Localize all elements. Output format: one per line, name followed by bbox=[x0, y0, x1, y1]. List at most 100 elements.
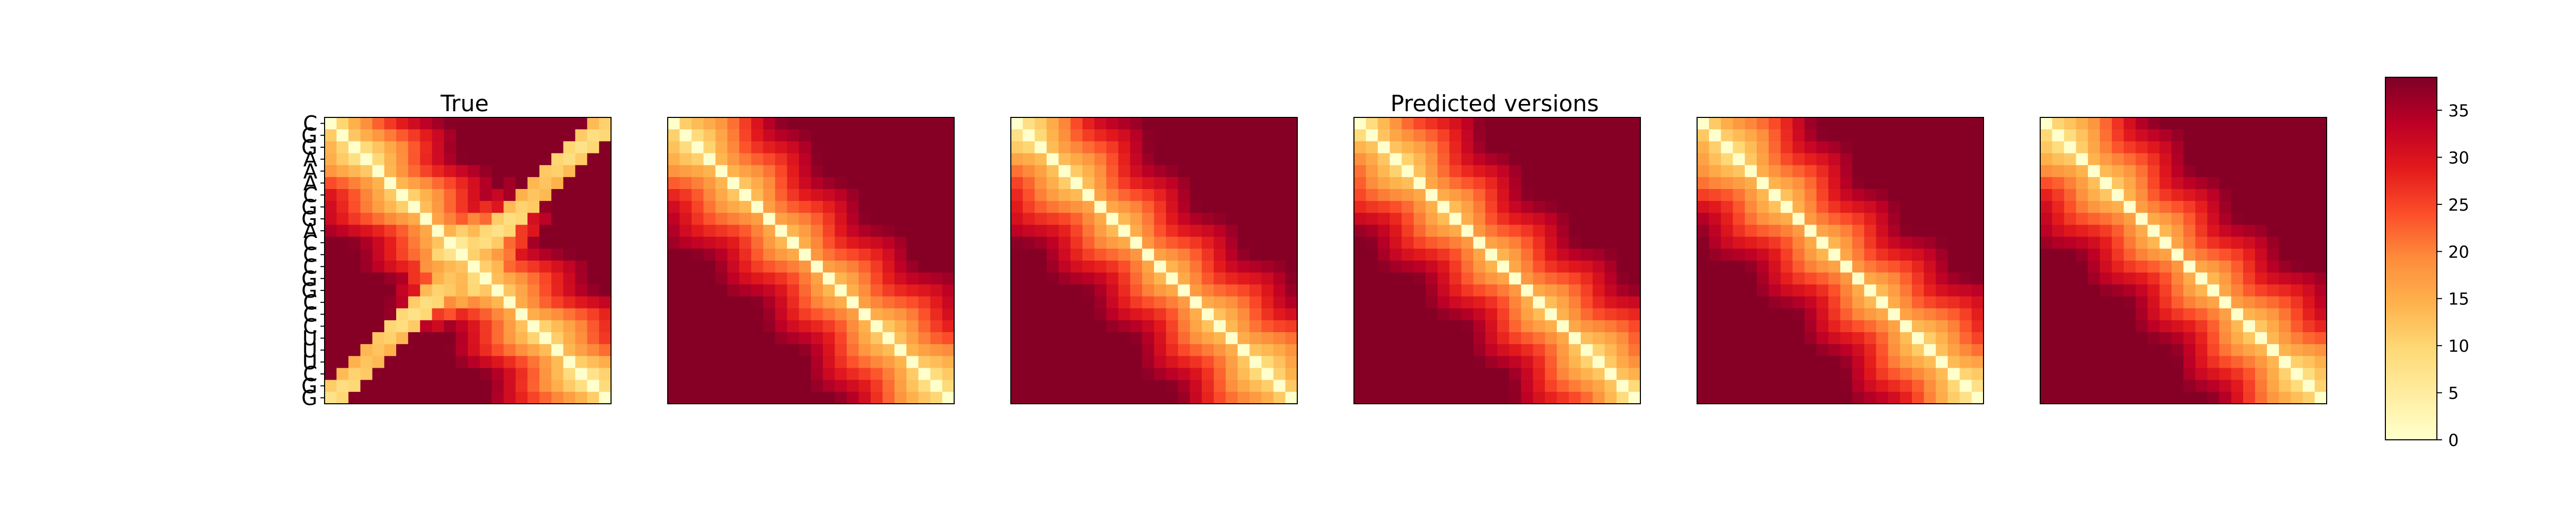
heatmap-cell bbox=[1106, 129, 1119, 142]
heatmap-cell bbox=[858, 368, 871, 381]
heatmap-cell bbox=[1592, 177, 1605, 190]
heatmap-cell bbox=[894, 117, 907, 130]
heatmap-cell bbox=[1616, 165, 1629, 178]
heatmap-cell bbox=[2255, 165, 2267, 178]
heatmap-cell bbox=[787, 308, 800, 321]
heatmap-cell bbox=[1840, 261, 1853, 273]
heatmap-cell bbox=[1733, 368, 1745, 381]
heatmap-cell bbox=[1569, 356, 1581, 369]
heatmap-cell bbox=[1058, 380, 1071, 392]
heatmap-cell bbox=[1721, 213, 1734, 226]
heatmap-cell bbox=[2291, 391, 2303, 404]
heatmap-cell bbox=[1721, 177, 1734, 190]
heatmap-cell bbox=[2243, 308, 2256, 321]
heatmap-cell bbox=[1900, 129, 1912, 142]
heatmap-cell bbox=[1070, 117, 1083, 130]
heatmap-cell bbox=[480, 296, 492, 309]
heatmap-cell bbox=[1697, 284, 1709, 297]
heatmap-cell bbox=[325, 391, 337, 404]
heatmap-cell bbox=[1556, 129, 1569, 142]
heatmap-cell bbox=[942, 380, 955, 392]
heatmap-cell bbox=[1947, 117, 1960, 130]
heatmap-cell bbox=[1756, 201, 1769, 213]
heatmap-cell bbox=[1070, 284, 1083, 297]
heatmap-cell bbox=[2136, 248, 2148, 261]
heatmap-cell bbox=[2267, 177, 2279, 190]
heatmap-cell bbox=[775, 177, 788, 190]
heatmap-cell bbox=[1769, 153, 1781, 166]
heatmap-cell bbox=[1709, 141, 1721, 154]
heatmap-cell bbox=[1213, 391, 1226, 404]
heatmap-cell bbox=[2255, 284, 2267, 297]
heatmap-cell bbox=[420, 344, 433, 356]
heatmap-cell bbox=[455, 248, 468, 261]
heatmap-cell bbox=[1201, 284, 1214, 297]
heatmap-cell bbox=[2112, 213, 2124, 226]
heatmap-cell bbox=[2112, 296, 2124, 309]
heatmap-cell bbox=[2255, 189, 2267, 201]
heatmap-cell bbox=[1401, 284, 1414, 297]
heatmap-cell bbox=[1581, 177, 1593, 190]
heatmap-cell bbox=[1213, 129, 1226, 142]
heatmap-cell bbox=[1840, 296, 1853, 309]
heatmap-cell bbox=[1781, 165, 1793, 178]
heatmap-cell bbox=[2112, 272, 2124, 285]
heatmap-cell bbox=[1166, 213, 1178, 226]
colorbar-segment bbox=[2385, 372, 2437, 375]
heatmap-cell bbox=[1366, 177, 1378, 190]
heatmap-cell bbox=[1852, 129, 1865, 142]
heatmap-cell bbox=[2112, 344, 2124, 356]
heatmap-cell bbox=[1461, 165, 1474, 178]
heatmap-cell bbox=[1697, 201, 1709, 213]
heatmap-cell bbox=[2302, 117, 2315, 130]
heatmap-cell bbox=[1744, 225, 1757, 237]
heatmap-cell bbox=[1792, 153, 1805, 166]
sequence-label: G bbox=[301, 196, 317, 219]
heatmap-cell bbox=[1378, 213, 1391, 226]
heatmap-cell bbox=[1769, 225, 1781, 237]
heatmap-cell bbox=[918, 332, 931, 345]
heatmap-cell bbox=[1769, 248, 1781, 261]
heatmap-cell bbox=[468, 272, 480, 285]
heatmap-cell bbox=[1011, 213, 1023, 226]
heatmap-cell bbox=[1106, 117, 1119, 130]
heatmap-cell bbox=[2040, 141, 2053, 154]
heatmap-cell bbox=[444, 117, 456, 130]
heatmap-cell bbox=[715, 356, 728, 369]
heatmap-cell bbox=[1226, 368, 1238, 381]
heatmap-cell bbox=[2291, 153, 2303, 166]
heatmap-cell bbox=[2171, 213, 2184, 226]
heatmap-cell bbox=[1733, 261, 1745, 273]
heatmap-cell bbox=[1924, 129, 1936, 142]
heatmap-cell bbox=[1213, 320, 1226, 333]
heatmap-cell bbox=[1497, 320, 1510, 333]
heatmap-cell bbox=[1213, 368, 1226, 381]
heatmap-cell bbox=[599, 344, 612, 356]
heatmap-cell bbox=[1401, 248, 1414, 261]
heatmap-cell bbox=[787, 236, 800, 249]
heatmap-cell bbox=[918, 189, 931, 201]
heatmap-cell bbox=[1118, 284, 1131, 297]
heatmap-cell bbox=[1959, 391, 1972, 404]
heatmap-cell bbox=[2291, 213, 2303, 226]
heatmap-cell bbox=[2112, 308, 2124, 321]
heatmap-cell bbox=[1592, 129, 1605, 142]
heatmap-cell bbox=[1378, 391, 1391, 404]
colorbar-segment bbox=[2385, 88, 2437, 91]
heatmap-cell bbox=[1449, 213, 1462, 226]
heatmap-cell bbox=[1804, 141, 1817, 154]
heatmap-cell bbox=[1616, 141, 1629, 154]
heatmap-cell bbox=[2255, 201, 2267, 213]
heatmap-cell bbox=[787, 368, 800, 381]
colorbar-segment bbox=[2385, 85, 2437, 88]
heatmap-cell bbox=[2076, 380, 2089, 392]
heatmap-cell bbox=[823, 320, 835, 333]
heatmap-cell bbox=[336, 320, 349, 333]
heatmap-cell bbox=[1261, 201, 1274, 213]
heatmap-cell bbox=[1106, 332, 1119, 345]
heatmap-cell bbox=[2124, 225, 2136, 237]
heatmap-cell bbox=[1226, 356, 1238, 369]
heatmap-cell bbox=[1592, 356, 1605, 369]
heatmap-cell bbox=[1118, 308, 1131, 321]
heatmap-cell bbox=[1449, 225, 1462, 237]
